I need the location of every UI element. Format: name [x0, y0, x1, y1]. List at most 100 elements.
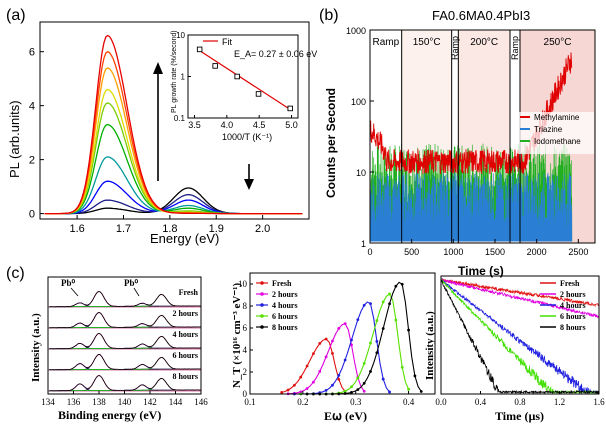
- cm-point: [407, 387, 410, 391]
- cr-ylabel: Intensity (a.u.): [424, 311, 436, 380]
- b-ticks: 0 500 1000 1500 2000 2500 1 10 100 1000: [346, 26, 588, 257]
- cm-point: [394, 318, 398, 322]
- b-ytick-label: 1000: [346, 26, 366, 36]
- cm-point: [369, 341, 372, 345]
- cm-point: [413, 374, 417, 378]
- cm-point: [356, 318, 360, 322]
- b-title: FA0.6MA0.4PbI3: [432, 8, 530, 23]
- cm-point: [388, 292, 391, 296]
- cm-point: [356, 376, 360, 380]
- cl-xtick-label: 146: [194, 397, 208, 407]
- cl-xtick-label: 144: [169, 397, 183, 407]
- cr-series: [440, 279, 599, 395]
- inset-xtick-label: 4.0: [221, 120, 234, 130]
- cl-row-label: 6 hours: [172, 351, 198, 360]
- cm-point: [381, 377, 385, 381]
- cm-legend-marker: [260, 292, 264, 296]
- cl-pb0-pointer-2: [133, 287, 140, 297]
- b-region-label: 200°C: [470, 37, 498, 48]
- cm-point: [369, 302, 372, 306]
- cm-point: [375, 351, 379, 355]
- cr-xtick-label: 0.8: [514, 397, 526, 407]
- cm-point: [286, 388, 290, 392]
- panel-label-b: (b): [319, 7, 339, 24]
- inset-frame: [187, 34, 299, 119]
- cm-point: [350, 391, 353, 394]
- inset-ytick-label: 0.1: [174, 114, 186, 123]
- cm-point: [299, 375, 303, 379]
- cm-point: [337, 377, 341, 381]
- cm-point: [324, 355, 328, 359]
- cm-point: [350, 385, 353, 389]
- cm-point: [375, 319, 379, 322]
- cm-point: [356, 388, 360, 392]
- cm-point: [388, 302, 391, 306]
- cr-series: [440, 277, 599, 319]
- a-arrow-up: [153, 62, 163, 181]
- cl-xtick-label: 134: [41, 397, 55, 407]
- a-inset: 3.5 4.0 4.5 5.0 10 1 0.1 Fit E_A= 0.27 ± 0.06 …: [171, 30, 317, 142]
- inset-point: [234, 73, 240, 80]
- b-xtick-label: 2500: [568, 247, 588, 257]
- b-region: [510, 30, 520, 243]
- cm-point: [318, 342, 322, 345]
- cl-xtick-label: 142: [143, 397, 157, 407]
- cm-legend-label: 6 hours: [272, 312, 298, 321]
- cl-pb0-label-1: Pb⁰: [61, 278, 76, 288]
- cm-xtick-label: 0.3: [350, 397, 362, 407]
- b-region-label: Ramp: [450, 36, 460, 60]
- cl-data: Fresh 2 hours 4 hours 6 hours 8 hours: [48, 288, 201, 392]
- a-ytick-label: 6: [29, 47, 35, 59]
- cl-row-label: 2 hours: [172, 309, 198, 318]
- b-xtick-label: 1500: [485, 247, 505, 257]
- cm-data: [280, 281, 423, 396]
- b-frame: [369, 29, 596, 244]
- b-series-triazine: [369, 172, 573, 242]
- cm-ytick-label: 8: [243, 301, 248, 311]
- cm-point: [381, 300, 385, 304]
- cl-xtick-label: 138: [92, 397, 106, 407]
- b-region-label: 250°C: [544, 37, 572, 48]
- cl-xtick-label: 136: [67, 397, 81, 407]
- a-ytick-label: 4: [29, 101, 35, 113]
- b-region-label: Ramp: [510, 36, 520, 60]
- b-xlabel: Time (s): [458, 264, 504, 278]
- cm-legend-label: Fresh: [272, 279, 292, 288]
- panel-b: Ramp 150°C Ramp 200°C Ramp 250°C 0 500 1000 1500…: [324, 8, 596, 278]
- cr-xtick-label: 1.6: [593, 397, 605, 407]
- cl-row-label: 4 hours: [172, 330, 198, 339]
- b-legend-iodomethane: Iodomethane: [534, 137, 581, 146]
- a-ytick-label: 0: [29, 209, 35, 221]
- inset-xlabel: 1000/T (K⁻¹): [222, 132, 272, 142]
- a-xtick-label: 1.8: [162, 223, 177, 235]
- cm-point: [362, 389, 366, 393]
- cm-point: [312, 352, 315, 356]
- cm-xtick-label: 0.1: [244, 397, 255, 407]
- b-legend: Methylamine Triazine Iodomethane: [518, 112, 594, 154]
- cm-point: [331, 339, 334, 343]
- panel-c-left: Fresh 2 hours 4 hours 6 hours 8 hours 134 136…: [30, 276, 208, 422]
- cm-point: [369, 370, 372, 373]
- cm-point: [299, 390, 303, 394]
- cr-xlabel: Time (µs): [495, 409, 544, 423]
- cm-legend-marker: [260, 303, 264, 307]
- cm-point: [407, 328, 410, 332]
- cm-series: [300, 293, 410, 395]
- cr-ticks: 0.0 0.4 0.8 1.2 1.6: [435, 391, 605, 407]
- cr-xtick-label: 1.2: [554, 397, 565, 407]
- inset-xtick-label: 3.5: [188, 120, 201, 130]
- cm-point: [305, 364, 309, 368]
- cm-point: [388, 390, 391, 394]
- cr-xtick-label: 0.4: [475, 397, 487, 407]
- cm-xtick-label: 0.4: [403, 397, 415, 407]
- a-ticks: 1.6 1.7 1.8 1.9 2.0 0 2 4 6: [29, 47, 270, 235]
- inset-xtick-label: 5.0: [285, 120, 298, 130]
- cm-point: [400, 365, 404, 369]
- inset-point: [287, 105, 293, 112]
- a-frame: [39, 21, 310, 220]
- cm-point: [394, 284, 398, 288]
- cr-series: [440, 277, 599, 308]
- inset-plot: 3.5 4.0 4.5 5.0 10 1 0.1: [174, 31, 298, 130]
- inset-ytick-label: 1: [181, 73, 186, 82]
